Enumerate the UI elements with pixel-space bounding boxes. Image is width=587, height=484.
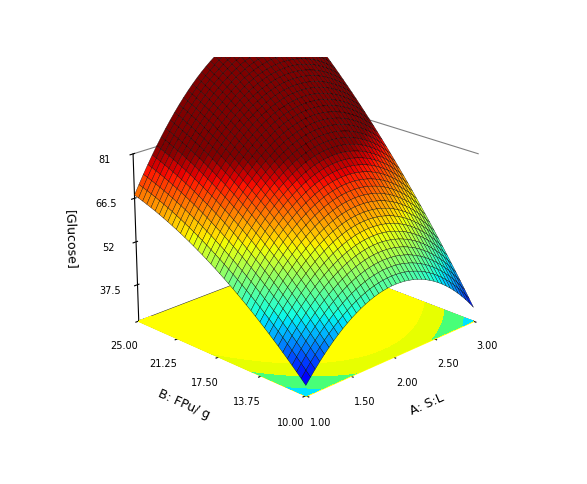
Y-axis label: B: FPu/ g: B: FPu/ g xyxy=(157,387,212,421)
X-axis label: A: S:L: A: S:L xyxy=(409,391,446,417)
